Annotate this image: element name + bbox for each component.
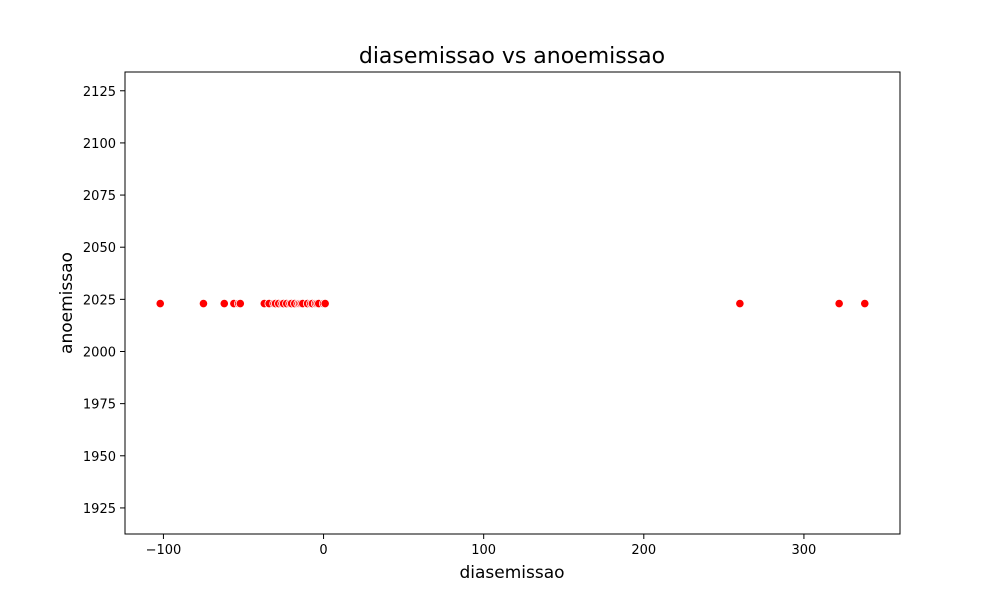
data-point	[320, 298, 330, 309]
data-point	[860, 298, 870, 309]
data-point	[735, 298, 745, 309]
data-point	[834, 298, 844, 309]
y-tick-label: 2075	[83, 189, 116, 204]
y-tick-label: 2025	[83, 293, 116, 308]
data-point	[235, 298, 245, 309]
y-tick-label: 1950	[83, 450, 116, 465]
data-point	[219, 298, 229, 309]
x-tick-label: 300	[792, 543, 817, 558]
data-point	[155, 298, 165, 309]
y-tick-label: 2100	[83, 137, 116, 152]
x-tick-label: 200	[631, 543, 656, 558]
y-tick-label: 2050	[83, 241, 116, 256]
x-tick-label: −100	[146, 543, 182, 558]
y-tick-label: 2125	[83, 85, 116, 100]
y-tick-label: 1975	[83, 398, 116, 413]
x-axis-ticks: −100 0 100 200 300	[146, 534, 817, 558]
y-axis-ticks: 1925 1950 1975 2000 2025 2050 2075 2100 2125	[83, 85, 125, 517]
y-tick-label: 1925	[83, 502, 116, 517]
chart-title: diasemissao vs anoemissao	[359, 44, 665, 69]
data-point	[198, 298, 209, 309]
plot-area-frame	[124, 71, 901, 535]
x-tick-label: 0	[319, 543, 327, 558]
x-axis-label: diasemissao	[459, 563, 564, 583]
x-tick-label: 100	[471, 543, 496, 558]
y-tick-label: 2000	[83, 345, 116, 360]
scatter-points	[155, 298, 870, 309]
y-axis-label: anoemissao	[57, 252, 77, 354]
